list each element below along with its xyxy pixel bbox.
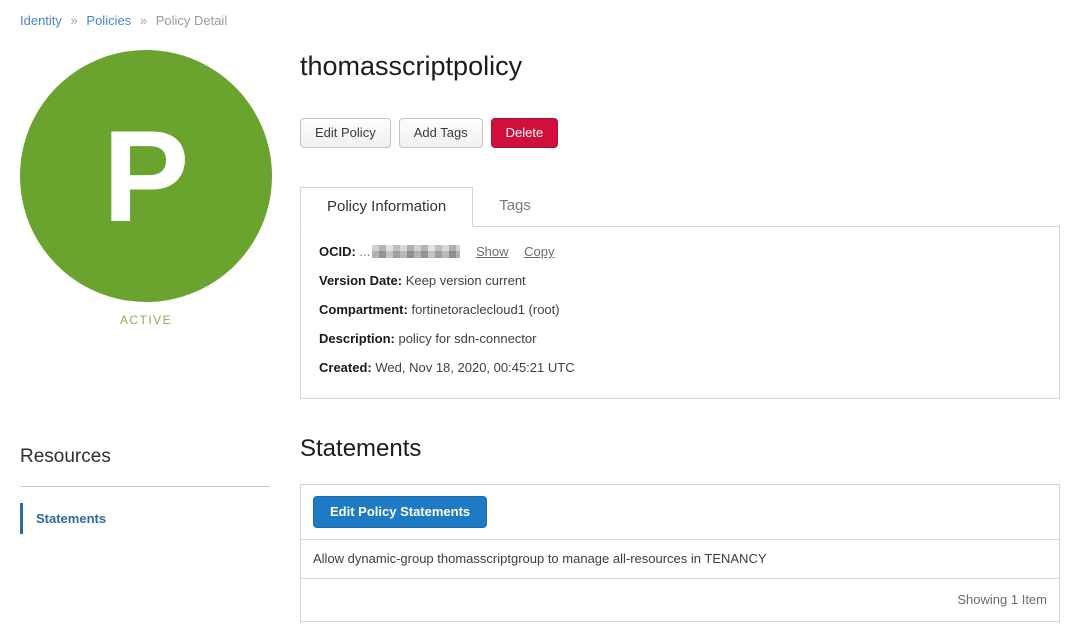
breadcrumb-separator: »	[70, 13, 78, 28]
ocid-prefix: ...	[359, 244, 371, 259]
breadcrumb-policies[interactable]: Policies	[86, 13, 132, 28]
description-label: Description:	[319, 331, 395, 346]
description-row: Description: policy for sdn-connector	[319, 331, 1041, 347]
created-label: Created:	[319, 360, 372, 375]
statement-row: Allow dynamic-group thomasscriptgroup to…	[301, 539, 1059, 578]
ocid-show-link[interactable]: Show	[475, 244, 509, 259]
ocid-label: OCID:	[319, 244, 356, 259]
description-value: policy for sdn-connector	[398, 331, 537, 346]
tab-tags[interactable]: Tags	[473, 187, 557, 226]
resources-title: Resources	[20, 446, 111, 467]
breadcrumb-identity[interactable]: Identity	[20, 13, 62, 28]
resources-sidebar: Resources Statements	[20, 446, 270, 534]
sidebar-item-statements[interactable]: Statements	[20, 503, 270, 534]
version-date-value: Keep version current	[405, 273, 526, 288]
delete-button[interactable]: Delete	[490, 118, 559, 148]
tab-policy-information[interactable]: Policy Information	[300, 187, 474, 227]
compartment-value: fortinetoraclecloud1 (root)	[411, 302, 560, 317]
version-date-row: Version Date: Keep version current	[319, 273, 1041, 289]
edit-policy-button[interactable]: Edit Policy	[300, 118, 391, 148]
policy-avatar-letter: P	[102, 103, 190, 249]
add-tags-button[interactable]: Add Tags	[398, 118, 483, 148]
statements-footer-count: Showing 1 Item	[301, 578, 1059, 621]
page-title: thomasscriptpolicy	[300, 51, 523, 81]
created-value: Wed, Nov 18, 2020, 00:45:21 UTC	[375, 360, 575, 375]
resources-divider	[20, 486, 270, 487]
compartment-label: Compartment:	[319, 302, 408, 317]
policy-avatar: P	[20, 50, 272, 302]
breadcrumb: Identity » Policies » Policy Detail	[20, 13, 227, 28]
ocid-row: OCID: ... Show Copy	[319, 244, 1041, 260]
status-badge: ACTIVE	[119, 313, 173, 327]
breadcrumb-policy-detail: Policy Detail	[155, 13, 228, 28]
policy-information-panel: OCID: ... Show Copy Version Date: Keep v…	[300, 226, 1060, 399]
breadcrumb-separator: »	[139, 13, 148, 28]
statements-section-title: Statements	[300, 435, 422, 462]
statements-toolbar: Edit Policy Statements	[301, 485, 1059, 539]
compartment-row: Compartment: fortinetoraclecloud1 (root)	[319, 302, 1041, 318]
statements-table: Edit Policy Statements Allow dynamic-gro…	[300, 484, 1060, 622]
version-date-label: Version Date:	[319, 273, 403, 288]
tab-bar: Policy Information Tags	[300, 187, 1060, 227]
action-toolbar: Edit Policy Add Tags Delete	[300, 118, 1060, 148]
created-row: Created: Wed, Nov 18, 2020, 00:45:21 UTC	[319, 360, 1041, 376]
main-content: thomasscriptpolicy Edit Policy Add Tags …	[300, 50, 1060, 622]
ocid-copy-link[interactable]: Copy	[524, 244, 555, 259]
ocid-redacted-blur	[372, 245, 461, 258]
policy-avatar-block: P ACTIVE	[20, 50, 272, 327]
edit-policy-statements-button[interactable]: Edit Policy Statements	[313, 496, 488, 528]
